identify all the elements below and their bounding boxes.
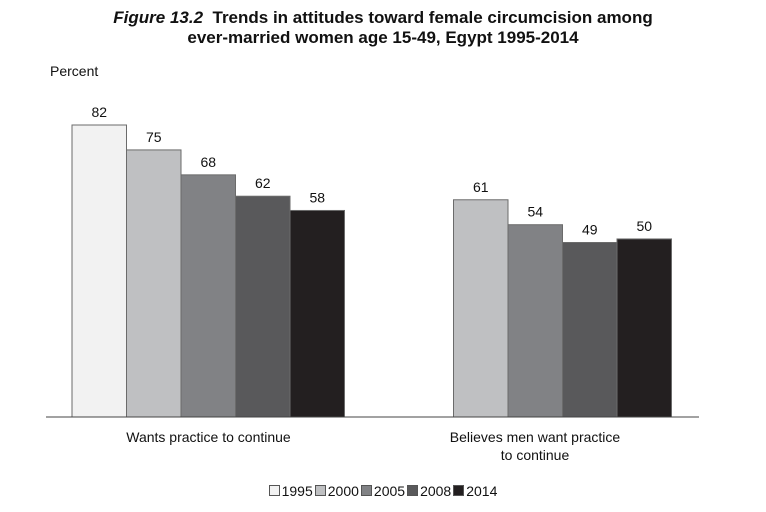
legend-label-2005: 2005 bbox=[373, 483, 406, 499]
data-label-2000-2: 61 bbox=[473, 179, 489, 195]
bar-chart: Percent 82 75 61 68 54 62 49 58 50 Wants practice … bbox=[46, 63, 699, 463]
legend-label-2014: 2014 bbox=[466, 483, 498, 499]
category-label-1-line-1: Wants practice to continue bbox=[126, 429, 291, 445]
data-label-2014-1: 58 bbox=[309, 189, 325, 205]
legend-swatch-2008 bbox=[407, 485, 419, 496]
chart-title: Figure 13.2 Trends in attitudes toward f… bbox=[0, 8, 766, 48]
legend-swatch-2005 bbox=[360, 485, 372, 496]
legend-item-2005: 2005 bbox=[360, 483, 406, 499]
bar-2014-1 bbox=[289, 209, 345, 418]
legend-label-2000: 2000 bbox=[327, 483, 359, 499]
legend-swatch-2014 bbox=[453, 485, 465, 496]
legend-item-1995: 1995 bbox=[268, 483, 313, 499]
bar-2008-1 bbox=[235, 195, 291, 418]
bar-2000-2 bbox=[453, 199, 509, 418]
data-label-2008-1: 62 bbox=[255, 175, 271, 191]
legend-swatch-1995 bbox=[268, 485, 280, 496]
title-line-1: Trends in attitudes toward female circum… bbox=[212, 8, 653, 27]
data-label-2008-2: 49 bbox=[582, 222, 598, 238]
legend-item-2000: 2000 bbox=[314, 483, 359, 499]
legend-swatch-2000 bbox=[314, 485, 326, 496]
bar-2008-2 bbox=[562, 242, 618, 418]
legend-label-2008: 2008 bbox=[420, 483, 452, 499]
y-axis-label: Percent bbox=[50, 63, 98, 79]
figure-label: Figure 13.2 bbox=[113, 8, 204, 27]
legend-label-1995: 1995 bbox=[281, 483, 313, 499]
data-label-2005-1: 68 bbox=[200, 154, 216, 170]
legend-item-2008: 2008 bbox=[407, 483, 451, 499]
data-label-2000-1: 75 bbox=[146, 129, 162, 145]
category-label-2-line-1: Believes men want practice bbox=[450, 429, 621, 445]
data-label-2014-2: 50 bbox=[636, 218, 652, 234]
legend-item-2014: 2014 bbox=[453, 483, 497, 499]
bar-2014-2 bbox=[616, 238, 672, 418]
title-line-2: ever-married women age 15-49, Egypt 1995… bbox=[187, 28, 579, 47]
bar-1995-1 bbox=[71, 124, 127, 418]
data-label-2005-2: 54 bbox=[527, 204, 543, 220]
bar-2000-1 bbox=[126, 149, 182, 418]
bar-2005-1 bbox=[180, 174, 236, 418]
bar-2005-2 bbox=[507, 224, 563, 418]
data-label-1995-1: 82 bbox=[91, 104, 107, 120]
legend: 1995 2000 2005 2008 2014 bbox=[0, 483, 766, 499]
category-label-2-line-2: to continue bbox=[501, 447, 570, 463]
